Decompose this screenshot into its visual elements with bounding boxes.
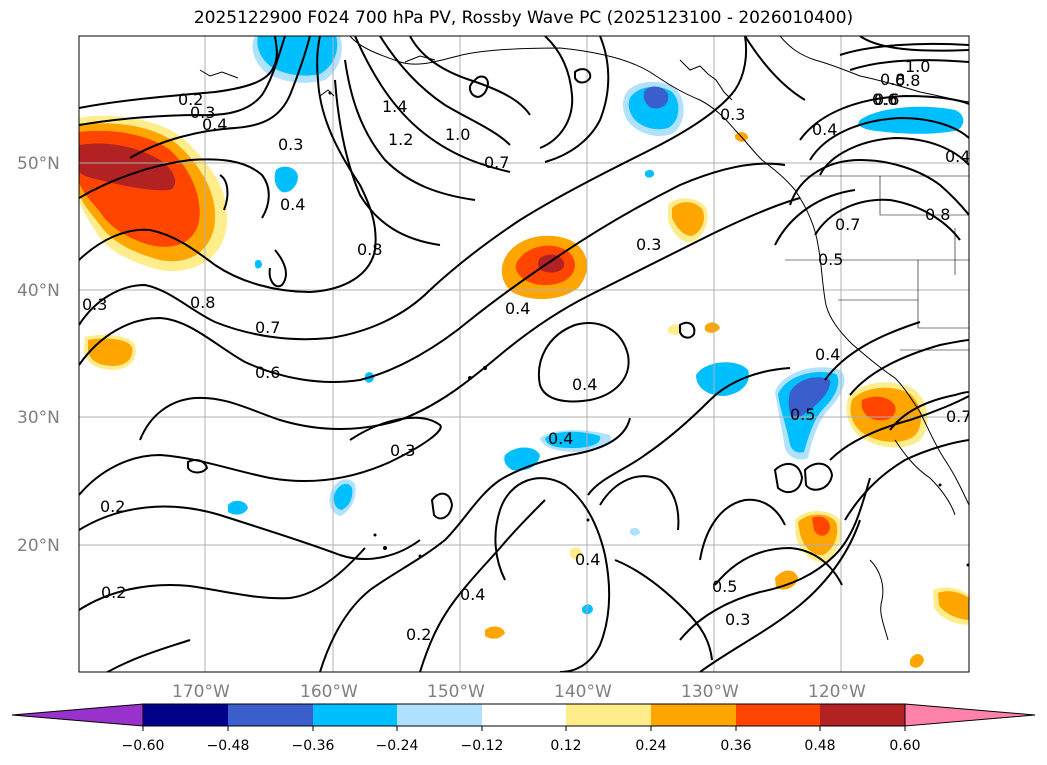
lon-label: 150°W [427, 682, 485, 702]
contour-label: 0.3 [725, 610, 750, 629]
contour-label: 0.7 [835, 215, 860, 234]
latitude-labels: 50°N 40°N 30°N 20°N [17, 154, 60, 556]
contour-label: 0.2 [100, 497, 125, 516]
colorbar-tick: −0.24 [376, 738, 419, 754]
colorbar-swatch [143, 704, 228, 726]
colorbar: −0.60 −0.48 −0.36 −0.24 −0.12 0.12 0.24 … [12, 704, 1035, 754]
contour-label: 0.7 [484, 153, 509, 172]
contour-label: 0.6 [255, 363, 280, 382]
contour-label: 0.5 [712, 577, 737, 596]
contour-label: 0.3 [720, 105, 745, 124]
colorbar-tick: 0.12 [550, 738, 581, 754]
colorbar-extend-high [905, 704, 1035, 726]
map-panel: 0.2 0.3 0.4 0.3 0.4 1.4 1.2 1.0 0.7 0.8 … [79, 36, 971, 690]
contour-label: 0.3 [278, 135, 303, 154]
contour-label: 0.4 [945, 147, 970, 166]
contour-label: 0.4 [575, 550, 600, 569]
contour-label: 0.7 [946, 407, 971, 426]
colorbar-tick: 0.60 [889, 738, 920, 754]
contour-label: 0.4 [815, 345, 840, 364]
colorbar-tick: 0.24 [635, 738, 666, 754]
colorbar-tick: 0.48 [804, 738, 835, 754]
lat-label: 30°N [17, 408, 60, 428]
contour-label: 0.6 [874, 90, 899, 109]
contour-label: 0.4 [202, 115, 227, 134]
contour-label: 0.4 [812, 120, 837, 139]
lat-label: 20°N [17, 536, 60, 556]
contour-label: 0.8 [190, 293, 215, 312]
colorbar-swatch [736, 704, 820, 726]
contour-label: 1.2 [388, 130, 413, 149]
lon-label: 140°W [554, 682, 612, 702]
contour-label: 1.0 [445, 125, 470, 144]
contour-label: 0.7 [255, 318, 280, 337]
colorbar-swatch [566, 704, 651, 726]
colorbar-swatch [482, 704, 566, 726]
contour-label: 0.8 [925, 205, 950, 224]
colorbar-extend-low [12, 704, 143, 726]
contour-label: 0.5 [818, 250, 843, 269]
colorbar-swatch [313, 704, 397, 726]
map-figure: 0.2 0.3 0.4 0.3 0.4 1.4 1.2 1.0 0.7 0.8 … [0, 0, 1047, 765]
contour-label: 0.2 [101, 583, 126, 602]
colorbar-swatch [651, 704, 736, 726]
colorbar-tick: −0.60 [122, 738, 165, 754]
contour-label: 0.5 [790, 405, 815, 424]
lon-label: 160°W [300, 682, 358, 702]
colorbar-tick: 0.36 [720, 738, 751, 754]
contour-label: 0.4 [460, 585, 485, 604]
longitude-labels: 170°W 160°W 150°W 140°W 130°W 120°W [172, 682, 866, 702]
contour-label: 0.3 [390, 441, 415, 460]
contour-label: 0.4 [505, 299, 530, 318]
contour-label: 0.8 [895, 71, 920, 90]
colorbar-tick: −0.12 [461, 738, 504, 754]
contour-label: 1.4 [382, 97, 407, 116]
contour-label: 0.2 [406, 625, 431, 644]
colorbar-swatch [397, 704, 482, 726]
colorbar-tick: −0.48 [207, 738, 250, 754]
contour-label: 0.4 [280, 195, 305, 214]
contour-label: 0.8 [357, 240, 382, 259]
lat-label: 40°N [17, 281, 60, 301]
contour-label: 0.4 [572, 375, 597, 394]
contour-label: 0.4 [548, 429, 573, 448]
contour-label: 0.3 [82, 295, 107, 314]
colorbar-swatch [228, 704, 313, 726]
lon-label: 120°W [808, 682, 866, 702]
lon-label: 170°W [172, 682, 230, 702]
colorbar-swatch [820, 704, 905, 726]
contour-label: 0.3 [636, 235, 661, 254]
colorbar-tick: −0.36 [292, 738, 335, 754]
lon-label: 130°W [681, 682, 739, 702]
lat-label: 50°N [17, 154, 60, 174]
